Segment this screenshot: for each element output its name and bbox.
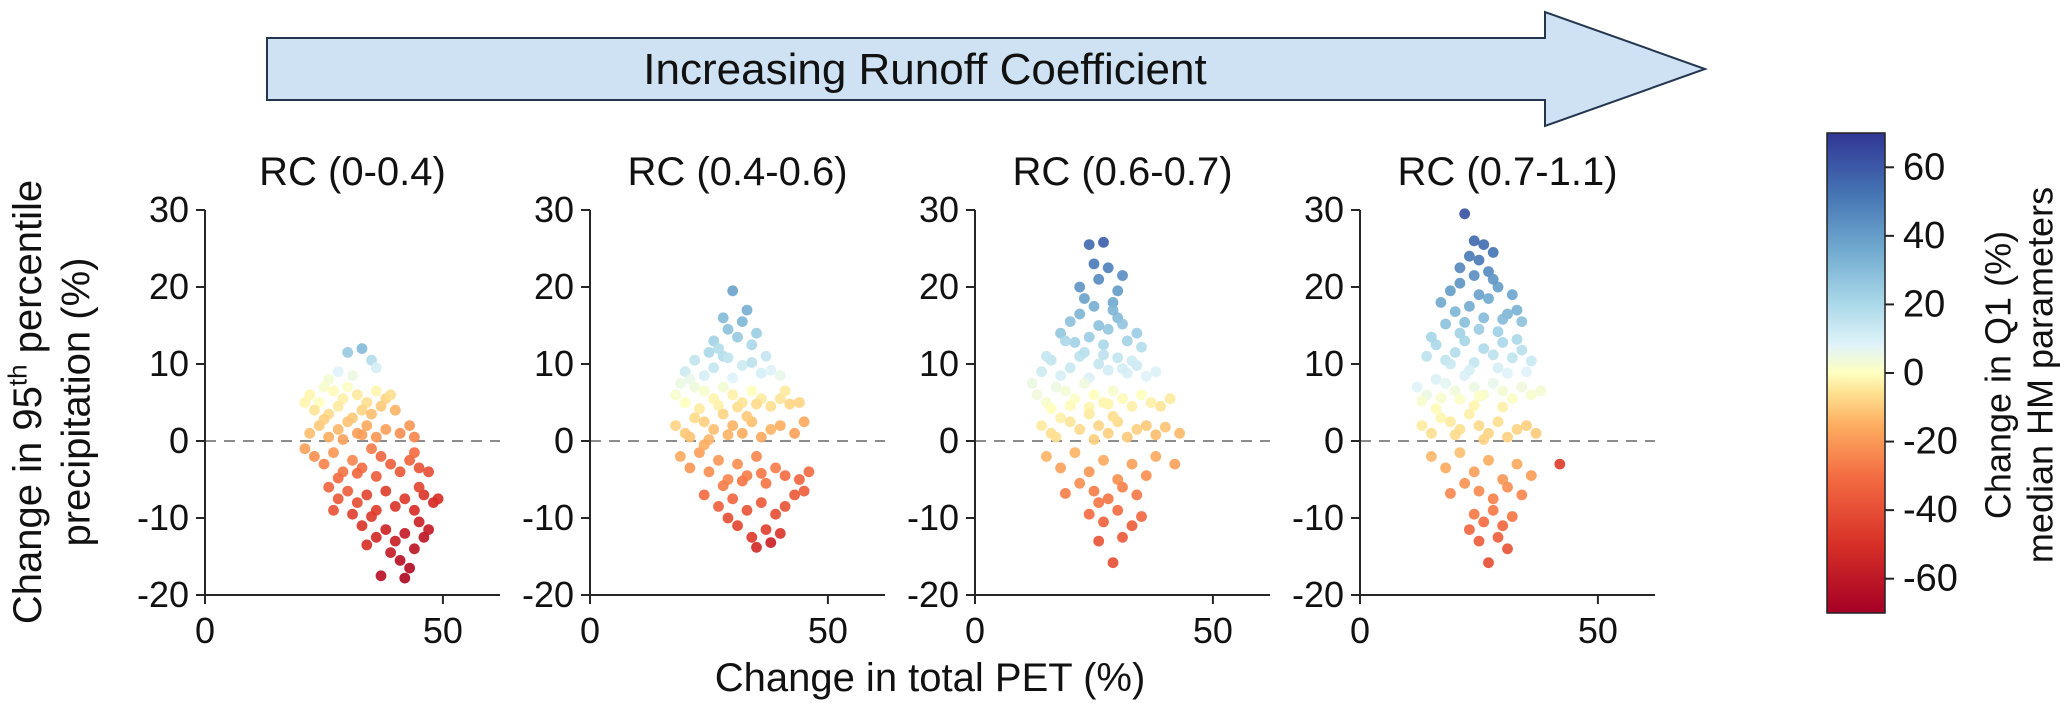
arrow-label: Increasing Runoff Coefficient [643, 45, 1206, 94]
svg-text:10: 10 [919, 343, 959, 384]
arrow-shape [266, 10, 1708, 128]
x-axis-label: Change in total PET (%) [714, 656, 1146, 700]
svg-text:10: 10 [534, 343, 574, 384]
svg-text:0: 0 [554, 420, 574, 461]
svg-text:30: 30 [149, 189, 189, 230]
svg-text:-10: -10 [522, 497, 574, 538]
svg-text:30: 30 [1304, 189, 1344, 230]
svg-text:30: 30 [534, 189, 574, 230]
svg-text:-40: -40 [1903, 489, 1958, 531]
svg-text:60: 60 [1903, 146, 1945, 188]
svg-text:10: 10 [149, 343, 189, 384]
svg-text:20: 20 [1304, 266, 1344, 307]
svg-text:0: 0 [1903, 352, 1924, 394]
svg-text:20: 20 [919, 266, 959, 307]
panel-title-2: RC (0.4-0.6) [627, 150, 848, 194]
svg-text:40: 40 [1903, 215, 1945, 257]
colorbar: 60 40 20 0 -20 -40 -60 [1826, 132, 1958, 614]
svg-text:20: 20 [534, 266, 574, 307]
svg-text:0: 0 [1350, 610, 1370, 651]
runoff-arrow: Increasing Runoff Coefficient [266, 10, 1708, 128]
svg-text:30: 30 [919, 189, 959, 230]
svg-text:-10: -10 [1292, 497, 1344, 538]
svg-text:0: 0 [1324, 420, 1344, 461]
svg-text:0: 0 [965, 610, 985, 651]
panel-title-3: RC (0.6-0.7) [1012, 150, 1233, 194]
panel-title-4: RC (0.7-1.1) [1397, 150, 1618, 194]
svg-text:0: 0 [169, 420, 189, 461]
svg-text:50: 50 [423, 610, 463, 651]
svg-text:-20: -20 [1292, 574, 1344, 615]
svg-text:-10: -10 [137, 497, 189, 538]
svg-text:20: 20 [149, 266, 189, 307]
svg-text:20: 20 [1903, 283, 1945, 325]
y-axis-label-line1: Change in 95th percentile [2, 179, 50, 625]
panel-title-1: RC (0-0.4) [259, 150, 446, 194]
colorbar-label-line1: Change in Q1 (%) [1977, 230, 2019, 520]
svg-text:50: 50 [808, 610, 848, 651]
svg-text:50: 50 [1193, 610, 1233, 651]
svg-text:-60: -60 [1903, 558, 1958, 600]
svg-text:-20: -20 [907, 574, 959, 615]
svg-text:-10: -10 [907, 497, 959, 538]
svg-text:-20: -20 [1903, 421, 1958, 463]
svg-text:0: 0 [195, 610, 215, 651]
svg-text:-20: -20 [522, 574, 574, 615]
svg-text:0: 0 [939, 420, 959, 461]
svg-text:-20: -20 [137, 574, 189, 615]
y-axis-label-line2: precipitation (%) [54, 257, 99, 547]
svg-text:50: 50 [1578, 610, 1618, 651]
svg-text:0: 0 [580, 610, 600, 651]
svg-text:10: 10 [1304, 343, 1344, 384]
colorbar-label-line2: median HM parameters [2020, 186, 2061, 564]
